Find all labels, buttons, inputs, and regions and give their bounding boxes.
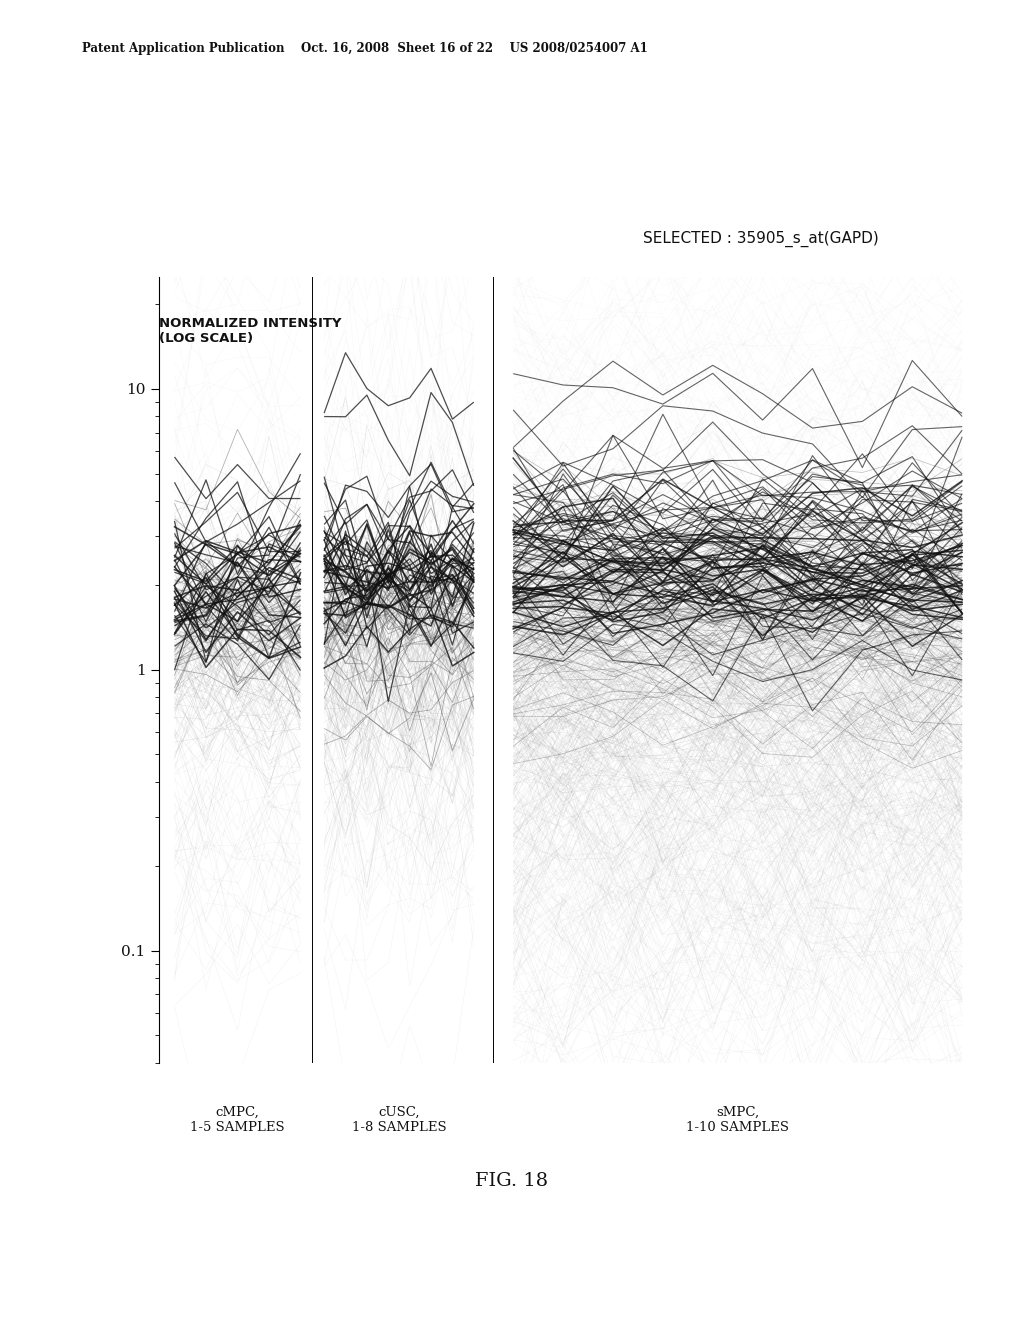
Text: cUSC,
1-8 SAMPLES: cUSC, 1-8 SAMPLES [351,1106,446,1134]
Text: NORMALIZED INTENSITY
(LOG SCALE): NORMALIZED INTENSITY (LOG SCALE) [159,317,341,346]
Text: FIG. 18: FIG. 18 [475,1172,549,1191]
Text: cMPC,
1-5 SAMPLES: cMPC, 1-5 SAMPLES [190,1106,285,1134]
Text: SELECTED : 35905_s_at(GAPD): SELECTED : 35905_s_at(GAPD) [643,231,880,247]
Text: sMPC,
1-10 SAMPLES: sMPC, 1-10 SAMPLES [686,1106,790,1134]
Text: Patent Application Publication    Oct. 16, 2008  Sheet 16 of 22    US 2008/02540: Patent Application Publication Oct. 16, … [82,42,647,55]
